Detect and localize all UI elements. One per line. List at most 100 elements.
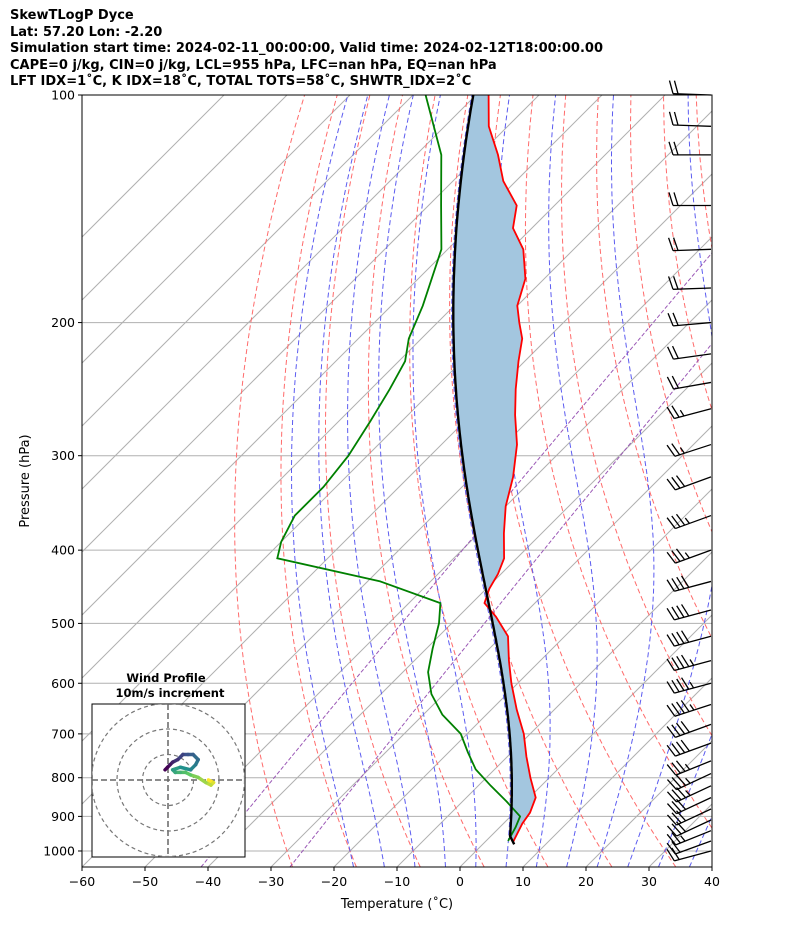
- wind-barb: [666, 575, 712, 592]
- dry-adiabat: [325, 95, 421, 867]
- chart-title-line-2: Lat: 57.20 Lon: -2.20: [10, 24, 163, 40]
- wind-barb: [667, 237, 712, 252]
- wind-barb: [666, 443, 712, 457]
- moist-adiabat: [627, 95, 712, 867]
- isotherm: [82, 110, 712, 742]
- parcel-path-line: [452, 95, 516, 845]
- x-tick-label: −60: [69, 874, 95, 889]
- moist-adiabat: [378, 95, 446, 867]
- isotherm: [82, 95, 477, 490]
- y-tick-label: 800: [51, 770, 75, 785]
- y-tick-label: 700: [51, 726, 75, 741]
- dry-adiabat: [234, 95, 306, 867]
- isotherm: [459, 614, 712, 867]
- wind-barb: [666, 840, 712, 855]
- wind-profile-inset: Wind Profile 10m/s increment: [91, 671, 246, 858]
- dry-adiabat: [663, 95, 712, 412]
- wind-barb: [667, 345, 712, 360]
- wind-barb: [666, 375, 712, 390]
- moist-adiabat: [720, 95, 794, 867]
- wind-barb: [667, 276, 712, 290]
- isotherm: [207, 362, 712, 867]
- wind-barb: [666, 405, 712, 420]
- x-tick-label: −30: [258, 874, 284, 889]
- y-tick-label: 100: [51, 88, 75, 103]
- moist-adiabat: [318, 95, 385, 867]
- wind-barb: [667, 312, 712, 327]
- wind-barb: [666, 819, 712, 837]
- moist-adiabat: [347, 95, 416, 867]
- dewpoint-line: [276, 95, 522, 842]
- inset-subtitle: 10m/s increment: [116, 686, 225, 700]
- dry-adiabat: [449, 95, 613, 867]
- y-tick-label: 500: [51, 616, 75, 631]
- wind-barb: [668, 80, 712, 96]
- x-tick-label: 10: [515, 874, 531, 889]
- isotherm: [711, 866, 712, 867]
- moist-adiabat: [548, 95, 598, 867]
- isotherm: [144, 299, 712, 867]
- x-tick-label: 40: [704, 874, 720, 889]
- wind-barb: [666, 720, 712, 738]
- chart-title-line-5: LFT IDX=1˚C, K IDX=18˚C, TOTAL TOTS=58˚C…: [10, 74, 472, 90]
- wind-barb: [668, 141, 711, 156]
- isotherm: [396, 551, 712, 867]
- wind-barb: [666, 785, 712, 803]
- y-tick-label: 600: [51, 676, 75, 691]
- x-tick-label: 0: [456, 874, 464, 889]
- inset-ring: [116, 728, 220, 832]
- isotherm: [82, 95, 288, 301]
- y-tick-label: 900: [51, 809, 75, 824]
- chart-title-block: SkewTLogP Dyce Lat: 57.20 Lon: -2.20 Sim…: [10, 8, 603, 91]
- wind-barb: [666, 630, 712, 647]
- wind-barb: [666, 654, 712, 672]
- dry-adiabat: [596, 95, 712, 640]
- chart-title-line-4: CAPE=0 j/kg, CIN=0 j/kg, LCL=955 hPa, LF…: [10, 57, 497, 73]
- wind-barb: [668, 192, 711, 207]
- y-axis-label: Pressure (hPa): [18, 434, 33, 527]
- mixing-ratio-line: [289, 342, 712, 867]
- moist-adiabat: [451, 95, 511, 867]
- y-tick-label: 300: [51, 448, 75, 463]
- y-tick-label: 1000: [43, 843, 75, 858]
- dry-adiabat: [367, 95, 485, 867]
- inset-title: Wind Profile: [126, 671, 206, 685]
- isotherm: [333, 488, 712, 867]
- y-tick-label: 400: [51, 543, 75, 558]
- wind-barb: [666, 475, 712, 491]
- isotherm: [82, 95, 666, 679]
- wind-barb: [666, 604, 712, 621]
- isotherm: [82, 95, 225, 238]
- x-tick-label: −10: [384, 874, 410, 889]
- hodograph-segment: [178, 765, 193, 772]
- isotherm: [82, 95, 351, 364]
- isotherm: [648, 803, 712, 867]
- temperature-line: [483, 95, 537, 844]
- wind-barb: [666, 760, 712, 776]
- wind-barb: [668, 111, 712, 127]
- x-axis-label: Temperature (˚C): [340, 896, 453, 912]
- isotherm: [270, 425, 712, 867]
- chart-title-line-1: SkewTLogP Dyce: [10, 8, 134, 23]
- moist-adiabat: [596, 95, 655, 867]
- x-tick-label: 30: [641, 874, 657, 889]
- chart-title-line-3: Simulation start time: 2024-02-11_00:00:…: [10, 41, 603, 57]
- x-tick-label: −40: [195, 874, 221, 889]
- dry-adiabat: [524, 95, 712, 829]
- moist-adiabat: [658, 732, 712, 867]
- wind-barb: [666, 830, 712, 846]
- dry-adiabat: [695, 95, 712, 251]
- wind-barb: [666, 700, 712, 717]
- moist-adiabat: [412, 95, 477, 867]
- hodograph-segment: [163, 765, 170, 772]
- wind-barb: [666, 677, 712, 694]
- isotherm: [82, 95, 540, 553]
- wind-barb: [666, 739, 712, 757]
- wind-barb: [666, 773, 712, 791]
- dry-adiabat: [729, 95, 794, 867]
- inset-ring: [141, 753, 195, 807]
- cin-shading: [453, 95, 536, 845]
- inset-ring: [92, 704, 245, 857]
- isotherm: [82, 95, 414, 427]
